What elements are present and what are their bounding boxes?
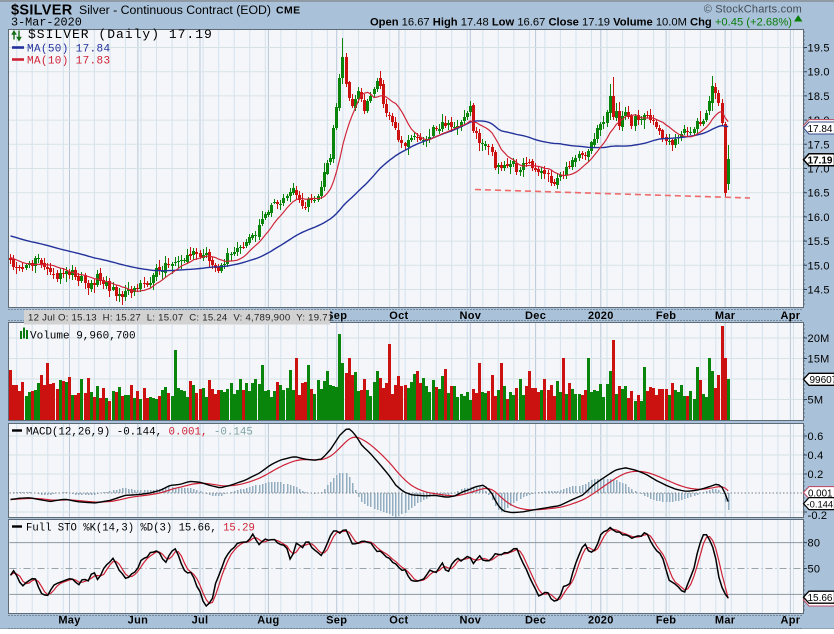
svg-text:19.5: 19.5	[808, 43, 830, 55]
svg-text:Mar: Mar	[715, 310, 736, 322]
svg-text:80: 80	[808, 538, 821, 550]
svg-text:2020: 2020	[588, 614, 614, 626]
svg-text:16.0: 16.0	[808, 212, 830, 224]
svg-text:MA(10) 17.83: MA(10) 17.83	[27, 56, 110, 68]
svg-text:17.5: 17.5	[808, 139, 830, 151]
svg-text:MACD(12,26,9) -0.144, 0.001, -: MACD(12,26,9) -0.144, 0.001, -0.145	[26, 427, 253, 439]
svg-text:Apr: Apr	[780, 310, 800, 322]
svg-text:2020: 2020	[588, 310, 614, 322]
svg-text:-0.2: -0.2	[808, 510, 828, 522]
svg-text:20M: 20M	[808, 333, 830, 345]
svg-text:15.0: 15.0	[808, 260, 830, 272]
svg-text:Nov: Nov	[459, 614, 481, 626]
svg-text:CME: CME	[276, 5, 301, 17]
svg-text:© StockCharts.com: © StockCharts.com	[704, 4, 802, 16]
svg-text:15.5: 15.5	[808, 236, 830, 248]
svg-text:Oct: Oct	[389, 614, 408, 626]
svg-text:$SILVER (Daily) 17.19: $SILVER (Daily) 17.19	[28, 27, 213, 42]
svg-text:Apr: Apr	[780, 614, 800, 626]
svg-text:Jun: Jun	[128, 614, 148, 626]
svg-text:9960700: 9960700	[810, 375, 834, 386]
svg-text:50: 50	[808, 564, 821, 576]
svg-text:14.5: 14.5	[808, 285, 830, 297]
svg-text:Open 16.67 High 17.48 Low 16.6: Open 16.67 High 17.48 Low 16.67 Close 17…	[370, 17, 792, 29]
svg-text:17.84: 17.84	[807, 124, 832, 135]
svg-text:Mar: Mar	[715, 614, 736, 626]
svg-text:15.66: 15.66	[807, 593, 832, 604]
svg-text:Feb: Feb	[656, 614, 676, 626]
svg-text:19.0: 19.0	[808, 67, 830, 79]
svg-text:Feb: Feb	[656, 310, 676, 322]
svg-text:Jul: Jul	[192, 614, 209, 626]
svg-text:May: May	[58, 614, 81, 626]
svg-text:12 Jul O: 15.13 H: 15.27 L:: 12 Jul O: 15.13 H: 15.27 L: 15.07 C: 15.…	[28, 313, 333, 324]
svg-text:-0.144: -0.144	[807, 498, 834, 509]
svg-text:0.4: 0.4	[808, 450, 824, 462]
svg-text:Oct: Oct	[389, 310, 408, 322]
svg-text:Full STO %K(14,3) %D(3) 15.66,: Full STO %K(14,3) %D(3) 15.66, 15.29	[26, 523, 255, 535]
svg-text:18.5: 18.5	[808, 91, 830, 103]
svg-text:5M: 5M	[808, 395, 824, 407]
svg-text:17.19: 17.19	[807, 156, 832, 167]
svg-text:0.6: 0.6	[808, 431, 824, 443]
svg-text:Volume 9,960,700: Volume 9,960,700	[30, 331, 136, 343]
svg-text:15M: 15M	[808, 354, 830, 366]
svg-text:Dec: Dec	[525, 310, 546, 322]
svg-text:Nov: Nov	[459, 310, 481, 322]
svg-text:Dec: Dec	[525, 614, 546, 626]
svg-text:Aug: Aug	[257, 614, 279, 626]
svg-text:MA(50) 17.84: MA(50) 17.84	[27, 44, 110, 56]
svg-text:0.2: 0.2	[808, 469, 824, 481]
svg-text:Silver - Continuous Contract (: Silver - Continuous Contract (EOD)	[79, 3, 271, 17]
svg-text:16.5: 16.5	[808, 188, 830, 200]
svg-text:Sep: Sep	[326, 614, 347, 626]
